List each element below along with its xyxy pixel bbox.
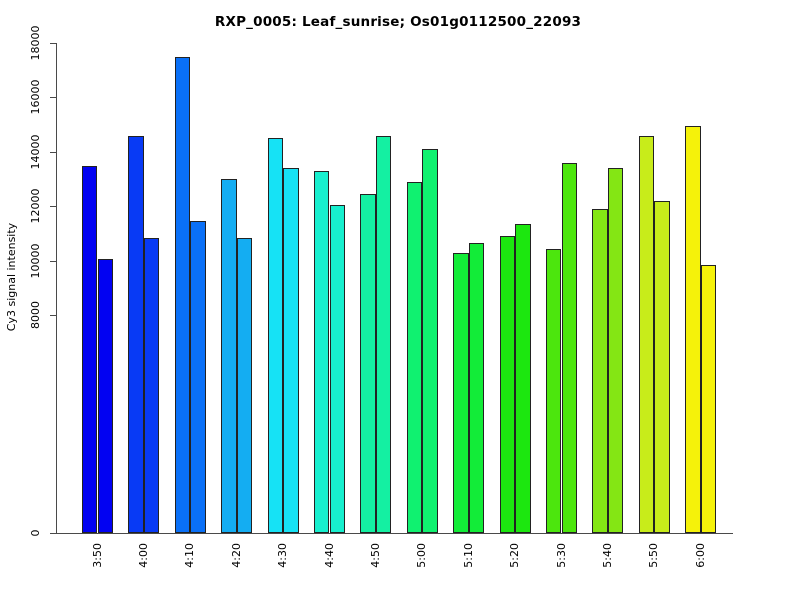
bar-420-left-bar bbox=[221, 179, 237, 533]
bar-450-left-bar bbox=[360, 194, 376, 533]
x-tick-label: 4:50 bbox=[368, 543, 382, 568]
bar-520-right-bar bbox=[515, 224, 531, 533]
chart-title: RXP_0005: Leaf_sunrise; Os01g0112500_220… bbox=[214, 14, 582, 30]
x-tick-label: 5:40 bbox=[600, 543, 614, 568]
y-tick bbox=[50, 206, 56, 208]
y-axis-line bbox=[56, 43, 57, 534]
bar-540-right-bar bbox=[607, 168, 624, 533]
y-tick-label: 16000 bbox=[29, 79, 42, 115]
x-tick-label: 5:10 bbox=[461, 543, 475, 568]
bar-350-right-bar bbox=[97, 259, 114, 533]
bar-410-right-bar bbox=[190, 221, 206, 533]
bar-400-right-bar bbox=[143, 237, 160, 533]
y-tick-label: 12000 bbox=[29, 188, 42, 224]
bar-600-right-bar bbox=[700, 264, 717, 533]
y-tick-label: 0 bbox=[29, 529, 42, 537]
bar-400-left-bar bbox=[128, 135, 144, 533]
bar-410-left-bar bbox=[174, 56, 191, 533]
x-tick-label: 5:00 bbox=[415, 543, 429, 568]
y-tick bbox=[50, 151, 56, 153]
y-tick bbox=[50, 533, 56, 534]
bar-510-left-bar bbox=[453, 252, 469, 533]
y-tick bbox=[50, 97, 56, 99]
x-tick-label: 4:20 bbox=[229, 543, 243, 568]
x-axis-line bbox=[56, 533, 733, 534]
bar-520-left-bar bbox=[499, 236, 516, 533]
bar-420-right-bar bbox=[236, 237, 253, 533]
bar-550-left-bar bbox=[638, 135, 655, 533]
y-tick-label: 10000 bbox=[29, 243, 42, 279]
x-tick-label: 6:00 bbox=[693, 543, 707, 568]
x-tick-label: 3:50 bbox=[90, 543, 104, 568]
x-tick-label: 4:40 bbox=[322, 543, 336, 568]
bar-500-right-bar bbox=[422, 149, 438, 533]
y-tick-label: 14000 bbox=[29, 134, 42, 170]
bar-500-left-bar bbox=[406, 181, 423, 533]
y-tick-label: 8000 bbox=[29, 301, 42, 330]
x-tick-label: 4:00 bbox=[136, 543, 150, 568]
bar-530-right-bar bbox=[561, 162, 578, 533]
y-axis-title: Cy3 signal intensity bbox=[5, 222, 18, 332]
x-tick-label: 4:30 bbox=[276, 543, 290, 568]
x-tick-label: 5:50 bbox=[647, 543, 661, 568]
bar-440-right-bar bbox=[329, 204, 346, 533]
bar-600-left-bar bbox=[685, 126, 701, 533]
x-tick-label: 4:10 bbox=[183, 543, 197, 568]
bar-430-left-bar bbox=[267, 138, 284, 533]
bar-530-left-bar bbox=[545, 248, 562, 533]
y-tick-label: 18000 bbox=[29, 25, 42, 61]
bar-540-left-bar bbox=[592, 209, 608, 533]
bar-450-right-bar bbox=[375, 135, 392, 533]
bar-440-left-bar bbox=[313, 170, 330, 533]
x-tick-label: 5:20 bbox=[508, 543, 522, 568]
bar-350-left-bar bbox=[81, 165, 98, 533]
bar-510-right-bar bbox=[468, 243, 485, 533]
y-tick bbox=[50, 43, 56, 44]
y-tick bbox=[50, 315, 56, 317]
bar-550-right-bar bbox=[654, 200, 670, 533]
x-tick-label: 5:30 bbox=[554, 543, 568, 568]
bar-430-right-bar bbox=[283, 168, 299, 533]
y-tick bbox=[50, 260, 56, 262]
